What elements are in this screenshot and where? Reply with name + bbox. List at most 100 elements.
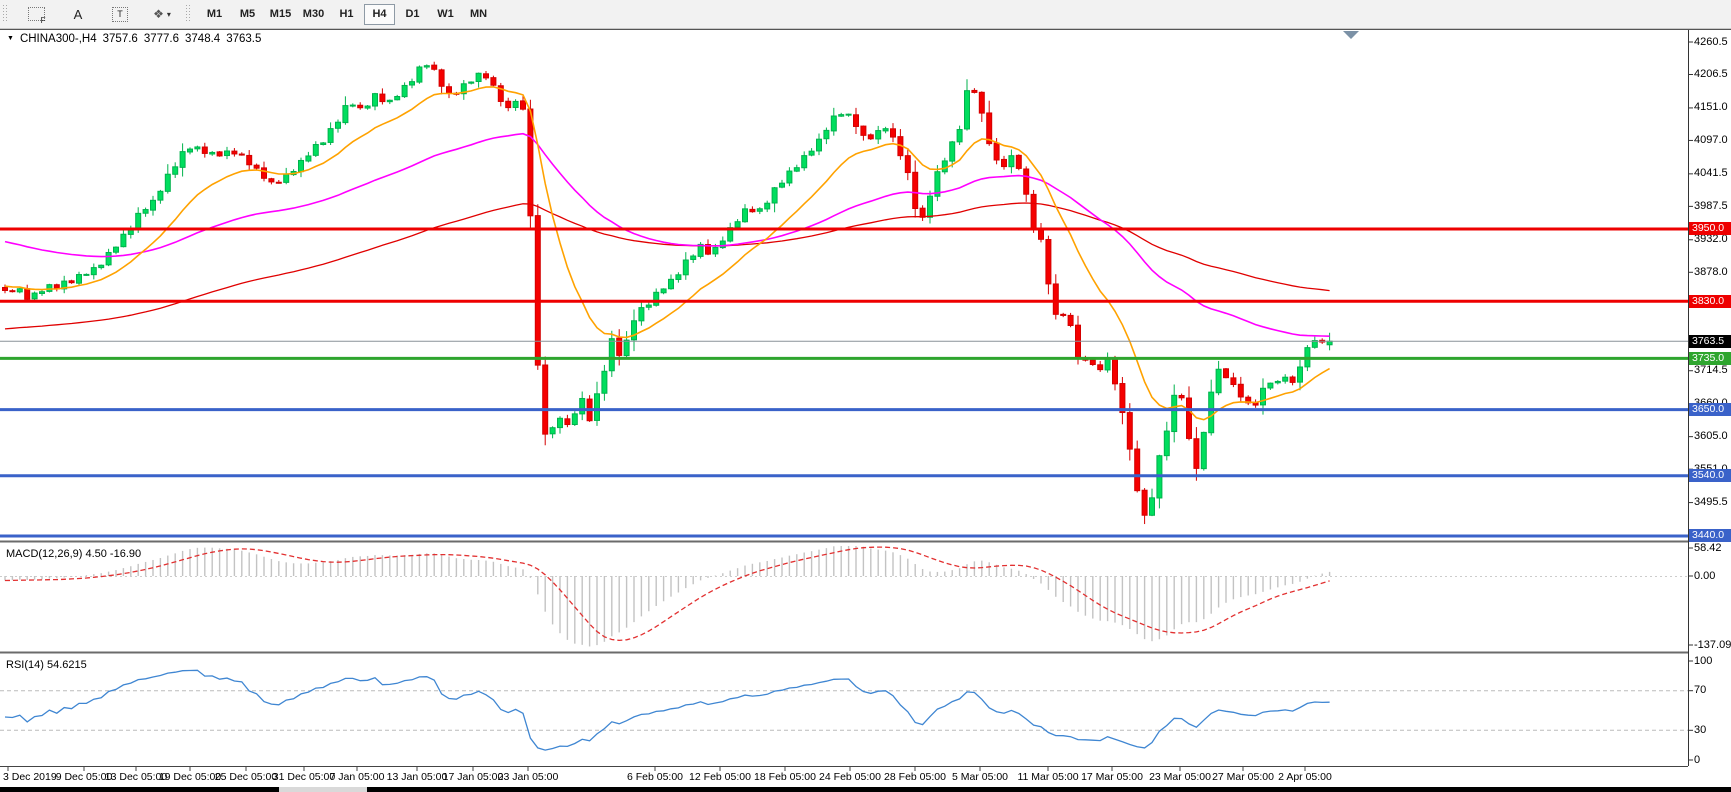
candle bbox=[675, 272, 682, 283]
candle bbox=[490, 75, 497, 87]
candle bbox=[927, 190, 933, 224]
candle bbox=[660, 288, 667, 295]
candle bbox=[941, 157, 948, 175]
candle bbox=[1289, 375, 1296, 386]
chart-title: ▼ CHINA300-,H4 3757.6 3777.6 3748.4 3763… bbox=[7, 33, 261, 45]
candle bbox=[438, 68, 445, 95]
open-value: 3757.6 bbox=[102, 33, 138, 45]
date-label: 3 Dec 2019 bbox=[3, 771, 57, 783]
candle bbox=[416, 65, 423, 84]
timeframe-button-mn[interactable]: MN bbox=[463, 4, 494, 25]
candle bbox=[423, 64, 430, 70]
chart-collapse-arrow-icon[interactable]: ▼ bbox=[7, 34, 14, 42]
candle bbox=[298, 157, 304, 178]
candle bbox=[875, 125, 882, 145]
candle bbox=[61, 275, 68, 294]
price-tick-label: 3878.0 bbox=[1694, 265, 1728, 278]
timeframe-button-w1[interactable]: W1 bbox=[430, 4, 461, 25]
date-label: 12 Feb 05:00 bbox=[689, 771, 751, 783]
candle bbox=[934, 165, 941, 202]
candle bbox=[364, 104, 371, 110]
candle bbox=[1193, 427, 1200, 481]
candle bbox=[1104, 352, 1111, 373]
candle bbox=[1171, 384, 1178, 443]
candle bbox=[431, 61, 438, 71]
candle bbox=[779, 179, 785, 189]
timeframe-button-m1[interactable]: M1 bbox=[199, 4, 230, 25]
timeframe-button-d1[interactable]: D1 bbox=[397, 4, 428, 25]
price-tag-3950.0: 3950.0 bbox=[1689, 222, 1731, 236]
candle bbox=[882, 126, 889, 134]
objects-dropdown-button[interactable]: ❖ ▾ bbox=[149, 3, 175, 25]
rsi-tick-label: 70 bbox=[1694, 684, 1707, 697]
candle bbox=[468, 81, 475, 85]
toolbar-drag-handle[interactable] bbox=[185, 5, 191, 23]
candle bbox=[653, 288, 660, 307]
text-annotation-button[interactable]: A bbox=[65, 3, 91, 25]
toolbar-drag-handle[interactable] bbox=[2, 5, 8, 23]
candle bbox=[2, 284, 8, 294]
candle bbox=[867, 133, 874, 140]
candle bbox=[956, 125, 963, 146]
candle bbox=[460, 79, 467, 100]
candle bbox=[1112, 355, 1118, 391]
candle bbox=[1223, 367, 1229, 379]
price-tick-label: 4151.0 bbox=[1694, 101, 1728, 114]
timeframe-button-m5[interactable]: M5 bbox=[232, 4, 263, 25]
rsi-tick-label: 30 bbox=[1694, 723, 1707, 736]
date-label: 25 Dec 05:00 bbox=[214, 771, 278, 783]
candle bbox=[1297, 360, 1303, 391]
candle bbox=[964, 79, 970, 131]
candle bbox=[1178, 393, 1185, 401]
text-annotation-icon: A bbox=[73, 6, 83, 22]
candle bbox=[194, 145, 201, 152]
candle bbox=[1163, 421, 1170, 461]
timeframe-button-m30[interactable]: M30 bbox=[298, 4, 329, 25]
candle bbox=[512, 99, 519, 111]
snap-grid-f-icon: F bbox=[27, 7, 46, 25]
candle bbox=[786, 167, 793, 187]
scroll-position-marker-icon[interactable] bbox=[1343, 31, 1359, 39]
rsi-line bbox=[4, 669, 1330, 751]
date-label: 28 Feb 05:00 bbox=[884, 771, 946, 783]
candle bbox=[1311, 336, 1318, 349]
candle bbox=[1119, 377, 1126, 425]
timeframe-button-m15[interactable]: M15 bbox=[265, 4, 296, 25]
candle bbox=[1089, 358, 1096, 366]
horizontal-scrollbar[interactable] bbox=[0, 787, 1731, 792]
candle bbox=[919, 205, 926, 221]
candle bbox=[446, 83, 452, 99]
timeframe-group: M1 M5 M15 M30 H1 H4 D1 W1 MN bbox=[198, 3, 495, 25]
candle bbox=[9, 289, 16, 293]
candle bbox=[631, 309, 637, 352]
date-label: 17 Mar 05:00 bbox=[1081, 771, 1143, 783]
candle bbox=[90, 263, 97, 280]
timeframe-button-h4[interactable]: H4 bbox=[364, 3, 395, 25]
candle bbox=[904, 148, 911, 181]
candle bbox=[150, 195, 156, 216]
scrollbar-thumb[interactable] bbox=[279, 787, 367, 792]
candle bbox=[83, 273, 90, 276]
timeframe-button-h1[interactable]: H1 bbox=[331, 4, 362, 25]
candle bbox=[912, 160, 919, 218]
candle bbox=[164, 164, 171, 194]
candle bbox=[1245, 395, 1252, 406]
symbol-period-label: CHINA300-,H4 bbox=[19, 33, 97, 45]
toolbar: F A T ❖ ▾ M1 M5 M15 M30 H1 H4 D1 W1 MN bbox=[0, 0, 1731, 29]
date-label: 5 Mar 05:00 bbox=[951, 771, 1009, 783]
rsi-label: RSI(14) 54.6215 bbox=[6, 659, 87, 671]
candle bbox=[890, 123, 896, 143]
candle bbox=[1215, 360, 1222, 396]
candle bbox=[231, 148, 238, 157]
candle bbox=[483, 70, 489, 81]
snap-grid-button[interactable]: F bbox=[23, 3, 49, 25]
candle bbox=[335, 119, 341, 133]
candles-layer bbox=[2, 61, 1333, 525]
text-box-button[interactable]: T bbox=[107, 3, 133, 25]
candle bbox=[1134, 440, 1141, 493]
candle bbox=[275, 179, 282, 184]
candle bbox=[594, 381, 600, 426]
candle bbox=[764, 200, 771, 213]
candle bbox=[187, 147, 193, 155]
